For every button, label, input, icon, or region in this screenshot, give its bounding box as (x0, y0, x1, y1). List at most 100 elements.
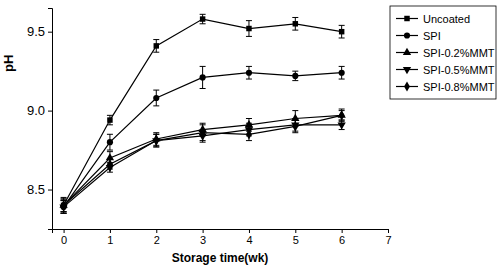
legend-label: Uncoated (423, 13, 470, 25)
point (339, 110, 345, 120)
error-bar (153, 134, 159, 147)
series (60, 66, 344, 213)
error-bar (61, 197, 67, 213)
error-bar (339, 109, 345, 122)
point (292, 121, 298, 131)
plot: 012345678.59.09.5 (27, 9, 392, 246)
legend-item: SPI-0.5%MMT (396, 64, 495, 76)
error-bar-cap (246, 140, 252, 141)
error-bar-cap (153, 134, 159, 135)
error-bar-cap (292, 120, 298, 121)
legend-item: SPI-0.2%MMT (396, 47, 495, 59)
error-bar-cap (292, 71, 298, 72)
legend-marker (404, 16, 409, 21)
error-bar-cap (339, 66, 345, 67)
error-bar (153, 40, 159, 53)
error-bar (339, 66, 345, 79)
error-bar (292, 17, 298, 30)
point (200, 128, 206, 138)
data-area (59, 14, 345, 213)
error-bar (61, 199, 67, 212)
x-tick-mark (156, 229, 157, 233)
series (61, 14, 345, 213)
x-tick-mark (249, 229, 250, 233)
error-bar (200, 125, 206, 141)
x-tick-mark (388, 229, 389, 233)
error-bar-cap (61, 199, 67, 200)
x-tick: 6 (339, 229, 345, 246)
point (153, 136, 159, 146)
y-tick-mark (48, 32, 52, 33)
point (107, 117, 112, 122)
x-tick: 1 (107, 229, 113, 246)
series (61, 110, 345, 211)
error-bar-cap (246, 79, 252, 80)
error-bar-cap (246, 20, 252, 21)
error-bar-cap (200, 88, 206, 89)
error-bar-cap (107, 115, 113, 116)
error-bar (107, 160, 113, 169)
point (339, 29, 344, 34)
point (200, 74, 206, 80)
point (292, 73, 298, 79)
y-axis-line (48, 9, 53, 230)
error-bar-cap (107, 151, 113, 152)
error-bar (246, 21, 252, 37)
error-bar (246, 128, 252, 141)
error-bar (200, 66, 206, 88)
x-tick: 4 (246, 229, 252, 246)
error-bar-cap (200, 140, 206, 141)
y-tick-mark (48, 190, 52, 191)
error-bar-cap (153, 39, 159, 40)
y-tick-label: 8.5 (27, 182, 45, 197)
error-bar-cap (292, 80, 298, 81)
x-axis: 01234567 (53, 229, 392, 246)
point (246, 70, 252, 76)
error-bar-cap (153, 90, 159, 91)
error-bar-cap (246, 123, 252, 124)
error-bar (153, 90, 159, 106)
y-tick: 9.5 (27, 24, 52, 39)
series-line (64, 115, 342, 205)
error-bar-cap (153, 146, 159, 147)
legend-marker (403, 48, 411, 55)
error-bar-cap (107, 134, 113, 135)
x-tick: 0 (61, 229, 67, 246)
point (246, 129, 252, 139)
x-tick: 7 (385, 229, 391, 246)
y-tick-label: 9.5 (27, 24, 45, 39)
error-bar-cap (246, 127, 252, 128)
error-bar-cap (200, 123, 206, 124)
error-bar (200, 14, 206, 23)
series-line (64, 73, 342, 207)
error-bar-cap (61, 199, 67, 200)
x-tick-mark (110, 229, 111, 233)
error-bar-cap (61, 213, 67, 214)
legend-box (390, 6, 496, 99)
y-tick: 9.0 (27, 103, 52, 118)
point (154, 43, 159, 48)
legend-marker (403, 67, 411, 74)
error-bar-cap (200, 66, 206, 67)
legend-label: SPI (423, 30, 441, 42)
x-tick-label: 7 (385, 234, 391, 246)
legend-item: Uncoated (396, 13, 470, 25)
legend-marker (404, 32, 410, 38)
error-bar-cap (292, 30, 298, 31)
legend-item: SPI (396, 30, 441, 42)
error-bar-cap (292, 17, 298, 18)
series-line (64, 115, 342, 205)
x-tick-label: 6 (339, 234, 345, 246)
error-bar-cap (339, 37, 345, 38)
series (59, 109, 345, 212)
legend-item: SPI-0.8%MMT (396, 81, 495, 93)
x-tick-label: 2 (154, 234, 160, 246)
error-bar-cap (61, 211, 67, 212)
error-bar-cap (153, 146, 159, 147)
error-bar-cap (292, 132, 298, 133)
x-tick-label: 5 (293, 234, 299, 246)
x-tick-mark (295, 229, 296, 233)
x-tick: 2 (154, 229, 160, 246)
point (339, 70, 345, 76)
point (107, 159, 113, 169)
